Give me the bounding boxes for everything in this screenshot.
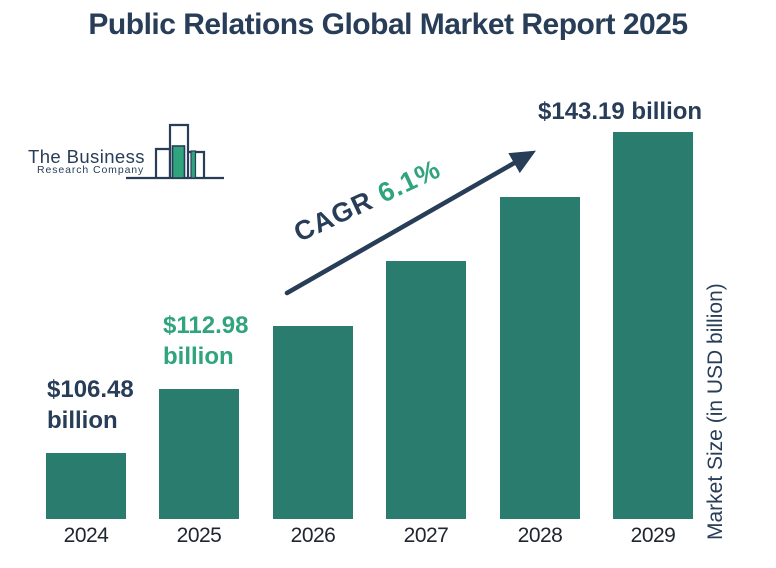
bar-chart-logo-icon — [126, 123, 224, 180]
data-label-2025: $112.98 billion — [163, 312, 249, 370]
x-tick-2027: 2027 — [403, 524, 449, 547]
bar-2029 — [613, 132, 693, 519]
growth-arrow-icon — [284, 150, 536, 296]
logo-company-subname: Research Company — [37, 164, 145, 176]
x-tick-2029: 2029 — [630, 524, 676, 547]
data-label-2024: $106.48 billion — [47, 376, 134, 434]
x-tick-2024: 2024 — [63, 524, 109, 547]
bar-2025 — [159, 389, 239, 519]
data-label-2029: $143.19 billion — [538, 98, 703, 125]
bar-2026 — [273, 326, 353, 519]
bar-2027 — [386, 261, 466, 519]
y-axis-label: Market Size (in USD billion) — [704, 283, 727, 540]
logo-company-name: The Business — [28, 146, 145, 167]
company-logo: The Business Research Company — [26, 120, 224, 182]
x-tick-2028: 2028 — [517, 524, 563, 547]
x-tick-2025: 2025 — [176, 524, 222, 547]
x-tick-2026: 2026 — [290, 524, 336, 547]
page-title: Public Relations Global Market Report 20… — [88, 8, 688, 41]
bar-2024 — [46, 453, 126, 519]
bar-2028 — [500, 197, 580, 519]
